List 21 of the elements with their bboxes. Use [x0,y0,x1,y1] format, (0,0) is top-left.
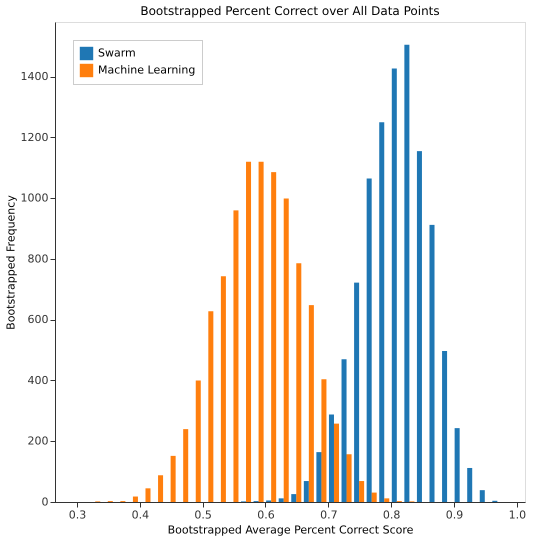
y-tick-label: 1400 [20,70,48,84]
x-tick-label: 0.3 [68,508,86,522]
x-tick-label: 0.9 [446,508,464,522]
chart-title: Bootstrapped Percent Correct over All Data Points [140,4,440,18]
x-tick-label: 0.8 [382,508,400,522]
y-tick-label: 0 [42,496,48,508]
x-axis-title: Bootstrapped Average Percent Correct Score [168,524,414,536]
y-axis-title: Bootstrapped Frequency [4,194,18,330]
x-tick-label: 1.0 [508,508,526,522]
legend-label: Swarm [98,46,136,60]
y-tick-label: 1200 [20,130,48,144]
x-tick-label: 0.5 [194,508,212,522]
y-tick-label: 200 [28,434,48,448]
x-tick-label: 0.4 [132,508,150,522]
y-tick-label: 1000 [20,192,48,205]
x-tick-label: 0.7 [320,508,338,522]
y-tick-label: 400 [28,374,48,387]
legend-label: Machine Learning [98,64,196,76]
x-tick-label: 0.6 [257,508,275,522]
y-tick-label: 600 [28,313,48,326]
y-tick-label: 800 [28,252,48,266]
